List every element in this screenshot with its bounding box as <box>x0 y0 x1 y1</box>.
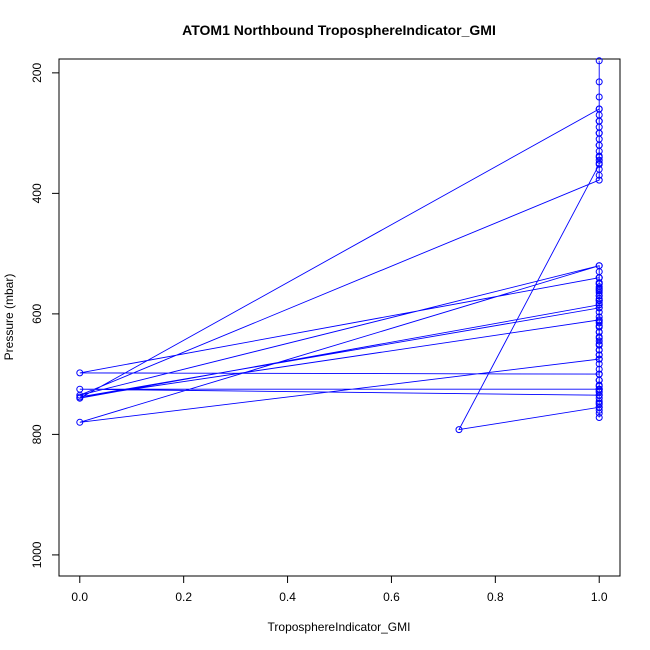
data-point <box>595 346 603 354</box>
y-axis: 200 400 600 800 1000 <box>30 63 60 568</box>
data-point <box>595 153 603 161</box>
data-point <box>595 400 603 408</box>
data-point <box>595 308 603 316</box>
y-tick-label: 200 <box>30 63 44 83</box>
data-point <box>595 117 603 125</box>
data-point <box>595 414 603 421</box>
data-point <box>595 57 603 65</box>
y-tick-label: 800 <box>30 424 44 444</box>
x-axis-label: TroposphereIndicator_GMI <box>268 620 411 634</box>
y-tick-label: 1000 <box>30 541 44 568</box>
data-point <box>595 341 603 349</box>
data-point <box>595 355 603 363</box>
data-point <box>595 337 603 345</box>
data-point <box>76 394 84 402</box>
data-point <box>76 391 84 399</box>
x-axis: 0.0 0.2 0.4 0.6 0.8 1.0 <box>71 575 608 604</box>
data-point <box>595 129 603 137</box>
data-point <box>595 301 603 309</box>
x-tick-label: 0.4 <box>279 590 296 604</box>
x-tick-label: 0.8 <box>487 590 504 604</box>
data-point <box>595 365 603 373</box>
data-point <box>595 403 603 411</box>
data-point <box>595 316 603 324</box>
data-point <box>595 333 603 341</box>
x-tick-label: 0.2 <box>175 590 192 604</box>
data-point <box>595 78 603 86</box>
x-tick-label: 0.6 <box>383 590 400 604</box>
plot-frame <box>58 58 621 577</box>
data-point <box>455 426 463 434</box>
y-tick-label: 400 <box>30 183 44 203</box>
data-point <box>76 369 84 377</box>
series-line <box>79 60 600 431</box>
data-point <box>76 418 84 426</box>
chart-title: ATOM1 Northbound TroposphereIndicator_GM… <box>182 22 496 38</box>
data-point <box>595 156 603 164</box>
data-point <box>595 141 603 149</box>
data-point <box>595 283 603 291</box>
data-point <box>595 176 603 184</box>
y-tick-label: 600 <box>30 304 44 324</box>
data-point <box>595 105 603 113</box>
data-point <box>595 93 603 101</box>
y-axis-label: Pressure (mbar) <box>2 274 16 361</box>
x-tick-label: 0.0 <box>71 590 88 604</box>
data-point <box>595 328 603 336</box>
data-point <box>595 262 603 270</box>
data-point <box>595 351 603 359</box>
data-point <box>595 360 603 368</box>
series-layer <box>76 57 603 434</box>
data-point <box>595 297 603 305</box>
x-tick-label: 1.0 <box>591 590 608 604</box>
data-point <box>595 319 603 327</box>
data-point <box>595 323 603 331</box>
data-point <box>595 304 603 312</box>
data-point <box>595 274 603 282</box>
